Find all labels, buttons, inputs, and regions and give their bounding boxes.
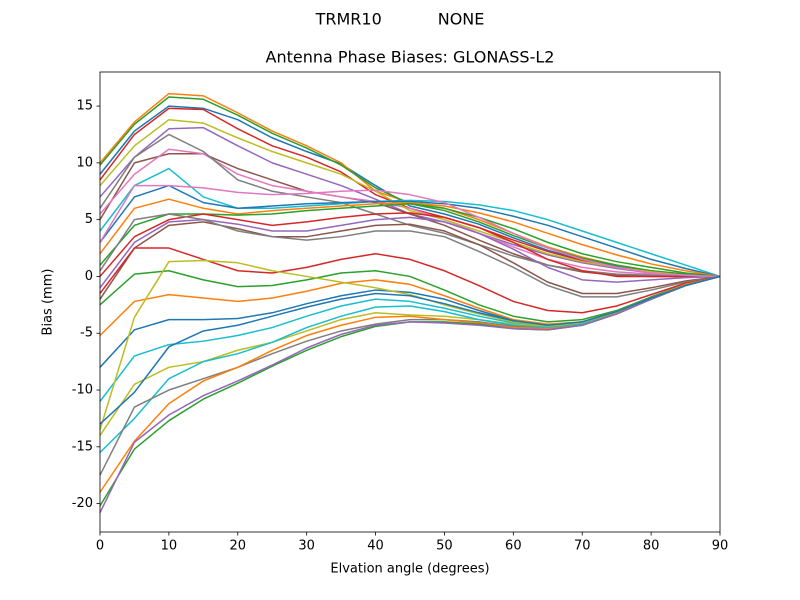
series-line xyxy=(99,213,721,298)
x-tick-label: 10 xyxy=(161,539,178,554)
series-line xyxy=(99,275,721,425)
plot-frame xyxy=(99,71,721,533)
x-axis-label: Elvation angle (degrees) xyxy=(330,562,489,577)
x-tick-label: 60 xyxy=(505,539,522,554)
series-line xyxy=(99,275,721,514)
y-axis-label: Bias (mm) xyxy=(41,269,56,336)
series-line xyxy=(99,184,721,278)
series-line xyxy=(99,167,721,278)
series-line xyxy=(99,133,720,278)
series-line xyxy=(99,184,721,278)
x-tick-label: 70 xyxy=(574,539,591,554)
x-tick-label: 40 xyxy=(367,539,384,554)
y-tick-label: 5 xyxy=(85,212,93,227)
x-tick-label: 20 xyxy=(230,539,247,554)
x-tick-label: 80 xyxy=(643,539,660,554)
x-tick-label: 90 xyxy=(712,539,729,554)
series-line xyxy=(99,270,721,323)
series-line xyxy=(99,198,721,278)
series-line xyxy=(99,212,720,278)
series-line xyxy=(99,221,721,300)
y-tick-label: -15 xyxy=(72,439,93,454)
x-tick-label: 50 xyxy=(436,539,453,554)
series-line xyxy=(99,247,721,314)
x-tick-label: 30 xyxy=(298,539,315,554)
y-tick-label: -5 xyxy=(80,326,93,341)
y-tick-label: 10 xyxy=(76,155,93,170)
y-tick-label: 0 xyxy=(85,269,93,284)
series-line xyxy=(99,105,721,278)
series-line xyxy=(99,148,721,278)
x-tick-label: 0 xyxy=(96,539,104,554)
y-tick-label: 15 xyxy=(76,99,93,114)
y-tick-label: -10 xyxy=(72,383,93,398)
y-tick-label: -20 xyxy=(72,496,93,511)
suptitle: TRMR10 NONE xyxy=(315,10,485,29)
chart-title: Antenna Phase Biases: GLONASS-L2 xyxy=(266,48,555,67)
